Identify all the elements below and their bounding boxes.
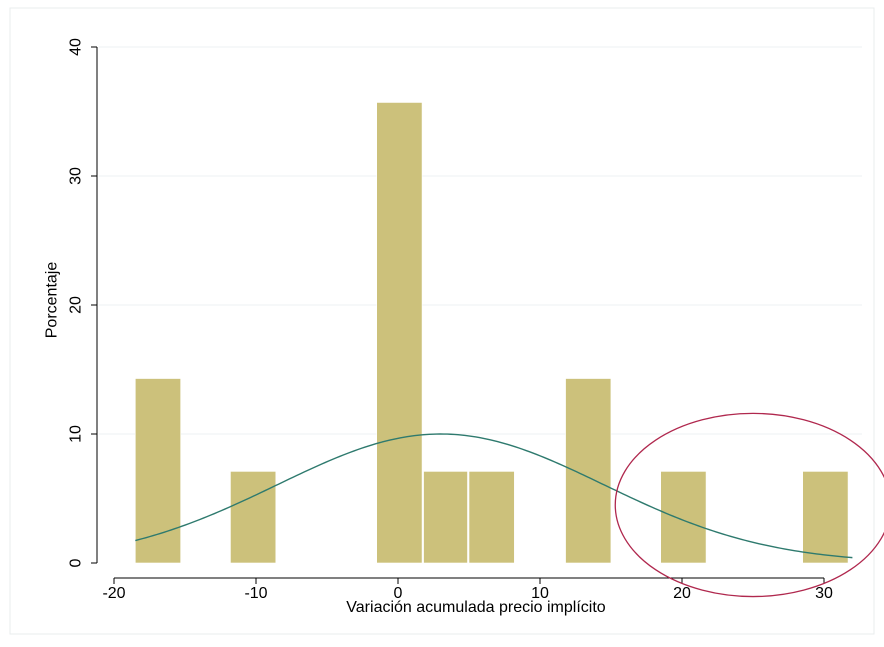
- histogram-bar-7: [660, 471, 707, 564]
- x-tick-label-20: 20: [673, 585, 691, 602]
- x-tick-label-0: 0: [394, 585, 403, 602]
- x-tick-label-30: 30: [815, 585, 833, 602]
- x-tick-label-10: 10: [531, 585, 549, 602]
- histogram-bar-2: [230, 471, 277, 564]
- y-tick-label-20: 20: [68, 296, 85, 314]
- y-tick-label-40: 40: [68, 38, 85, 56]
- x-tick-label--20: -20: [102, 585, 125, 602]
- highlight-ellipse: [614, 412, 884, 598]
- normal-density-curve: [135, 433, 853, 559]
- outer-frame: [9, 7, 875, 635]
- axes: 0 10 20 30 40 -20 -10 0 10 20 30: [68, 38, 834, 602]
- histogram-bar-3: [376, 102, 423, 564]
- y-tick-label-0: 0: [68, 558, 85, 567]
- y-tick-label-10: 10: [68, 425, 85, 443]
- histogram-bar-8: [802, 471, 849, 564]
- y-tick-label-30: 30: [68, 167, 85, 185]
- histogram-bar-4: [423, 471, 468, 564]
- grid-lines: [99, 46, 862, 435]
- histogram-bar-5: [468, 471, 515, 564]
- histogram-bar-1: [135, 378, 181, 564]
- x-axis-label: Variación acumulada precio implícito: [346, 599, 605, 616]
- y-axis-label: Porcentaje: [44, 262, 61, 339]
- x-tick-label--10: -10: [244, 585, 267, 602]
- histogram-bar-6: [565, 378, 612, 564]
